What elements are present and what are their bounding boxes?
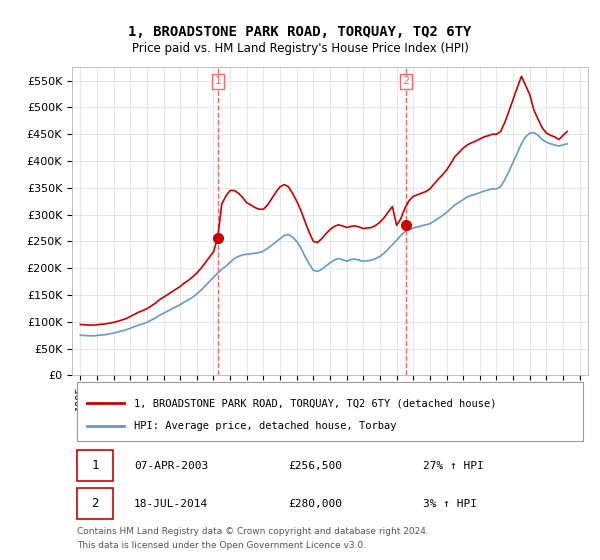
Text: 2: 2 [402,77,409,86]
Text: 1: 1 [91,459,99,472]
Text: Contains HM Land Registry data © Crown copyright and database right 2024.: Contains HM Land Registry data © Crown c… [77,527,429,536]
Text: 1, BROADSTONE PARK ROAD, TORQUAY, TQ2 6TY (detached house): 1, BROADSTONE PARK ROAD, TORQUAY, TQ2 6T… [134,398,496,408]
Text: £280,000: £280,000 [289,499,343,508]
Text: This data is licensed under the Open Government Licence v3.0.: This data is licensed under the Open Gov… [77,541,366,550]
Text: 1, BROADSTONE PARK ROAD, TORQUAY, TQ2 6TY: 1, BROADSTONE PARK ROAD, TORQUAY, TQ2 6T… [128,25,472,39]
Text: HPI: Average price, detached house, Torbay: HPI: Average price, detached house, Torb… [134,421,397,431]
FancyBboxPatch shape [77,382,583,441]
FancyBboxPatch shape [77,450,113,481]
Text: £256,500: £256,500 [289,460,343,470]
Text: 27% ↑ HPI: 27% ↑ HPI [423,460,484,470]
Text: 2: 2 [91,497,99,510]
Text: 3% ↑ HPI: 3% ↑ HPI [423,499,477,508]
Text: 18-JUL-2014: 18-JUL-2014 [134,499,208,508]
Text: Price paid vs. HM Land Registry's House Price Index (HPI): Price paid vs. HM Land Registry's House … [131,42,469,55]
Text: 1: 1 [214,77,221,86]
FancyBboxPatch shape [77,488,113,519]
Text: 07-APR-2003: 07-APR-2003 [134,460,208,470]
